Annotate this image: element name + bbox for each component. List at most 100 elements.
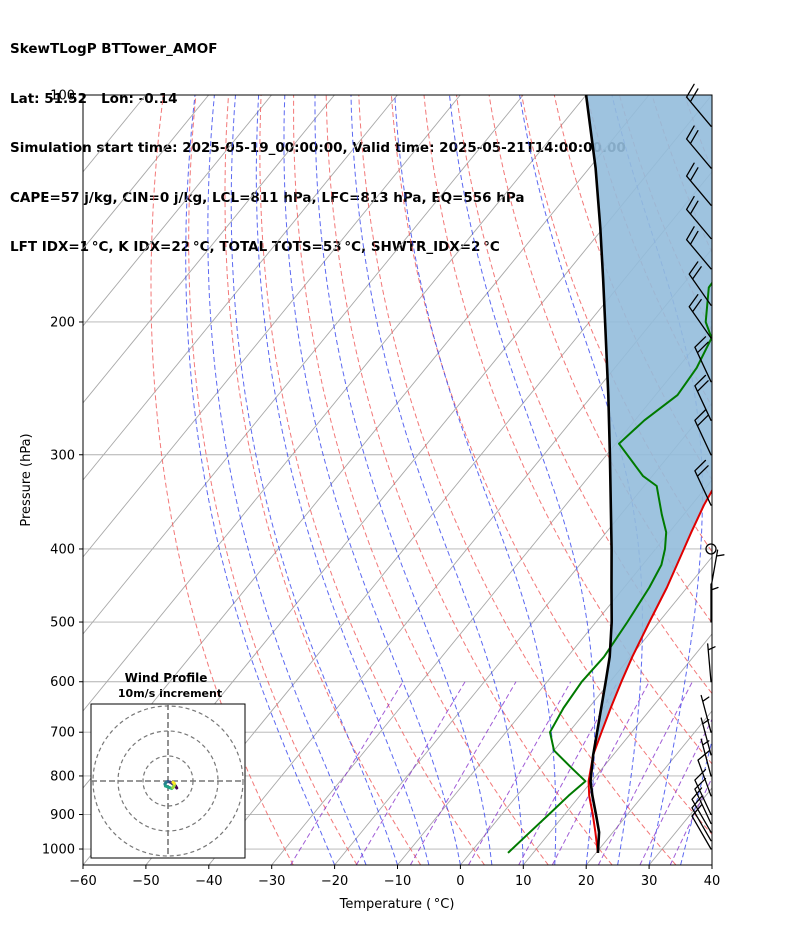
mixing-ratio-line [355,681,466,865]
wind-barb [710,549,725,589]
y-tick-label: 400 [50,542,75,557]
x-tick-label: 40 [704,874,721,889]
dry-adiabat [717,95,794,865]
x-tick-label: −50 [132,874,159,889]
wind-barb [694,336,712,383]
y-tick-label: 700 [50,726,75,741]
isotherm-line [83,95,587,712]
moist-adiabat [350,95,524,865]
parcel-line [584,95,613,853]
wind-barb [694,374,712,421]
hodograph-title: Wind Profile [125,671,208,685]
y-axis: 100 200 300 400 500 600 700 800 900 1000 [42,89,83,858]
x-tick-label: −30 [258,874,285,889]
wind-barb [694,459,712,506]
dry-adiabat [390,95,712,836]
moist-adiabat [711,863,712,865]
wind-barb [688,261,712,306]
hodograph-plot [91,704,245,858]
moist-adiabat [449,95,596,865]
wind-barb [685,125,712,169]
wind-barb [691,795,712,842]
dry-adiabat [423,95,712,765]
wind-barb [697,749,712,797]
wind-barb [700,717,712,756]
title-line: LFT IDX=1 °C, K IDX=22 °C, TOTAL TOTS=53… [10,239,500,255]
x-axis: −60 −50 −40 −30 −20 −10 0 10 20 30 40 [69,865,720,889]
dry-adiabat [782,95,794,865]
cape-fill [586,95,712,782]
plot-area [83,95,794,865]
dry-adiabat [750,95,794,865]
dewpoint-line [507,281,712,854]
mixing-ratio-line [518,681,619,865]
wind-barb-calm [705,543,717,555]
moist-adiabat [230,95,398,865]
y-tick-label: 300 [50,448,75,463]
mixing-ratio-line [409,681,517,865]
wind-barb [707,643,716,683]
isotherm-line [83,95,335,404]
isotherm-line [522,633,712,865]
hodograph-inset: Wind Profile 10m/s increment [90,671,246,859]
x-tick-label: 20 [578,874,595,889]
moist-adiabat [207,95,367,865]
mixing-ratio-line [551,681,650,865]
moist-adiabat [283,95,461,865]
wind-barb [694,777,712,825]
moist-adiabat [185,95,336,865]
wind-barb [710,583,719,623]
wind-barbs [685,83,725,850]
wind-barb [694,409,712,456]
dry-adiabat [150,95,294,865]
x-tick-label: −40 [195,874,222,889]
isotherm-line [83,95,461,558]
y-tick-label: 800 [50,769,75,784]
x-tick-label: 0 [456,874,464,889]
wind-barb [694,768,712,816]
mixing-ratio-line [669,776,712,865]
cape-region [586,95,712,782]
moist-adiabat [314,95,493,865]
y-tick-label: 100 [50,89,75,104]
dry-adiabat [224,95,422,865]
mixing-ratio-line [639,718,712,865]
x-tick-label: −10 [384,874,411,889]
y-tick-label: 1000 [42,843,75,858]
hodograph-subtitle: 10m/s increment [118,687,222,700]
chart-title: SkewTLogP BTTower_AMOF Lat: 51.52 Lon: -… [10,8,626,272]
wind-barb [685,195,712,240]
x-tick-label: −20 [321,874,348,889]
wind-barb [700,738,712,777]
wind-barb [691,804,712,850]
isotherm-line [271,325,712,865]
isotherm-line [83,95,84,96]
temperature-line [587,488,712,854]
isotherm-line [83,95,524,635]
title-line: CAPE=57 j/kg, CIN=0 j/kg, LCL=811 hPa, L… [10,189,525,206]
mixing-ratio-lines [290,681,712,865]
mixing-ratio-line [597,681,693,865]
mixing-ratio-line [468,681,572,865]
profile-series [507,95,712,854]
isotherm-line [711,864,712,865]
isotherm-line [334,402,712,865]
dry-adiabat [358,95,677,865]
x-tick-label: 10 [515,874,532,889]
y-tick-label: 500 [50,616,75,631]
mixing-ratio-line [290,681,404,865]
x-tick-label: 30 [641,874,658,889]
isotherm-line [83,95,272,327]
dry-adiabat [188,95,358,865]
title-line: SkewTLogP BTTower_AMOF [10,41,218,57]
wind-barb [700,694,712,733]
isotherm-line [585,710,712,865]
dry-adiabat [259,95,485,865]
isotherm-line [83,95,210,250]
x-tick-label: −60 [69,874,96,889]
hodograph-trace [171,780,176,785]
isotherm-line [460,556,712,865]
dry-adiabat [293,95,549,865]
y-tick-label: 600 [50,675,75,690]
wind-barb [685,162,712,206]
